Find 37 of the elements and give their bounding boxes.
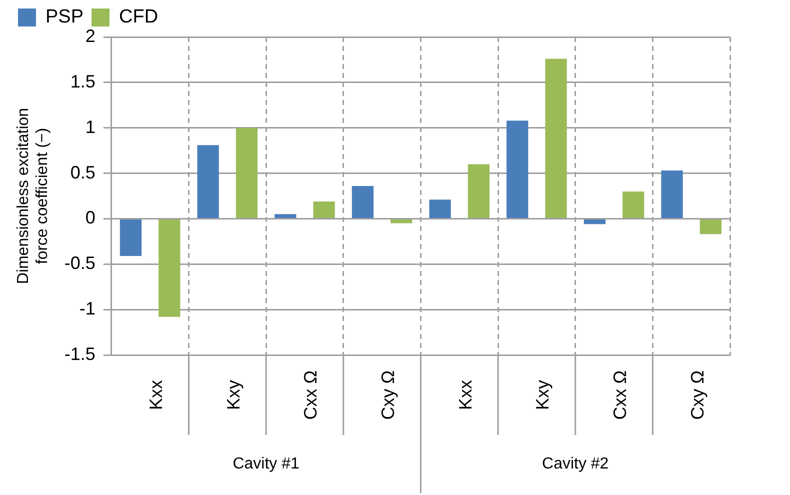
bar	[622, 191, 644, 218]
bar	[506, 120, 528, 218]
text: Cavity #1	[232, 455, 300, 472]
legend-label: PSP	[46, 6, 84, 28]
x-tick-label: Kxx	[455, 380, 476, 410]
x-tick-label: Kxy	[532, 380, 553, 410]
bar	[661, 170, 683, 218]
bar	[158, 219, 180, 317]
bar	[584, 219, 606, 224]
x-tick-label: Kxy	[223, 380, 244, 410]
bar	[468, 164, 490, 218]
bar	[236, 128, 258, 218]
y-tick-label: 1.5	[70, 71, 96, 92]
y-tick-label: -1.5	[64, 344, 96, 364]
y-tick-label: 1	[85, 116, 96, 137]
bar	[429, 200, 451, 218]
bar	[700, 219, 722, 234]
bar	[274, 214, 296, 218]
bar	[197, 145, 219, 218]
x-tick-label: Cxy Ω	[687, 370, 708, 420]
y-tick-label: 0	[85, 208, 96, 228]
x-tick-label: Kxx	[146, 380, 166, 410]
text: Cavity #2	[542, 455, 609, 472]
bar	[120, 219, 142, 256]
x-tick-label: Cxx Ω	[610, 370, 630, 420]
bar	[545, 58, 567, 218]
legend-label: CFD	[119, 6, 158, 28]
y-tick-label: -1	[79, 298, 96, 319]
bar	[313, 201, 335, 218]
x-tick-label: Cxx Ω	[300, 370, 321, 420]
y-tick-label: -0.5	[64, 253, 96, 274]
y-tick-label: 0.5	[70, 162, 96, 182]
bar	[390, 219, 412, 224]
y-axis-title: Dimensionless excitation force coefficient (−)	[15, 108, 52, 284]
y-tick-label: 2	[85, 26, 96, 46]
bar	[352, 186, 374, 218]
x-tick-label: Cxy Ω	[378, 370, 398, 420]
